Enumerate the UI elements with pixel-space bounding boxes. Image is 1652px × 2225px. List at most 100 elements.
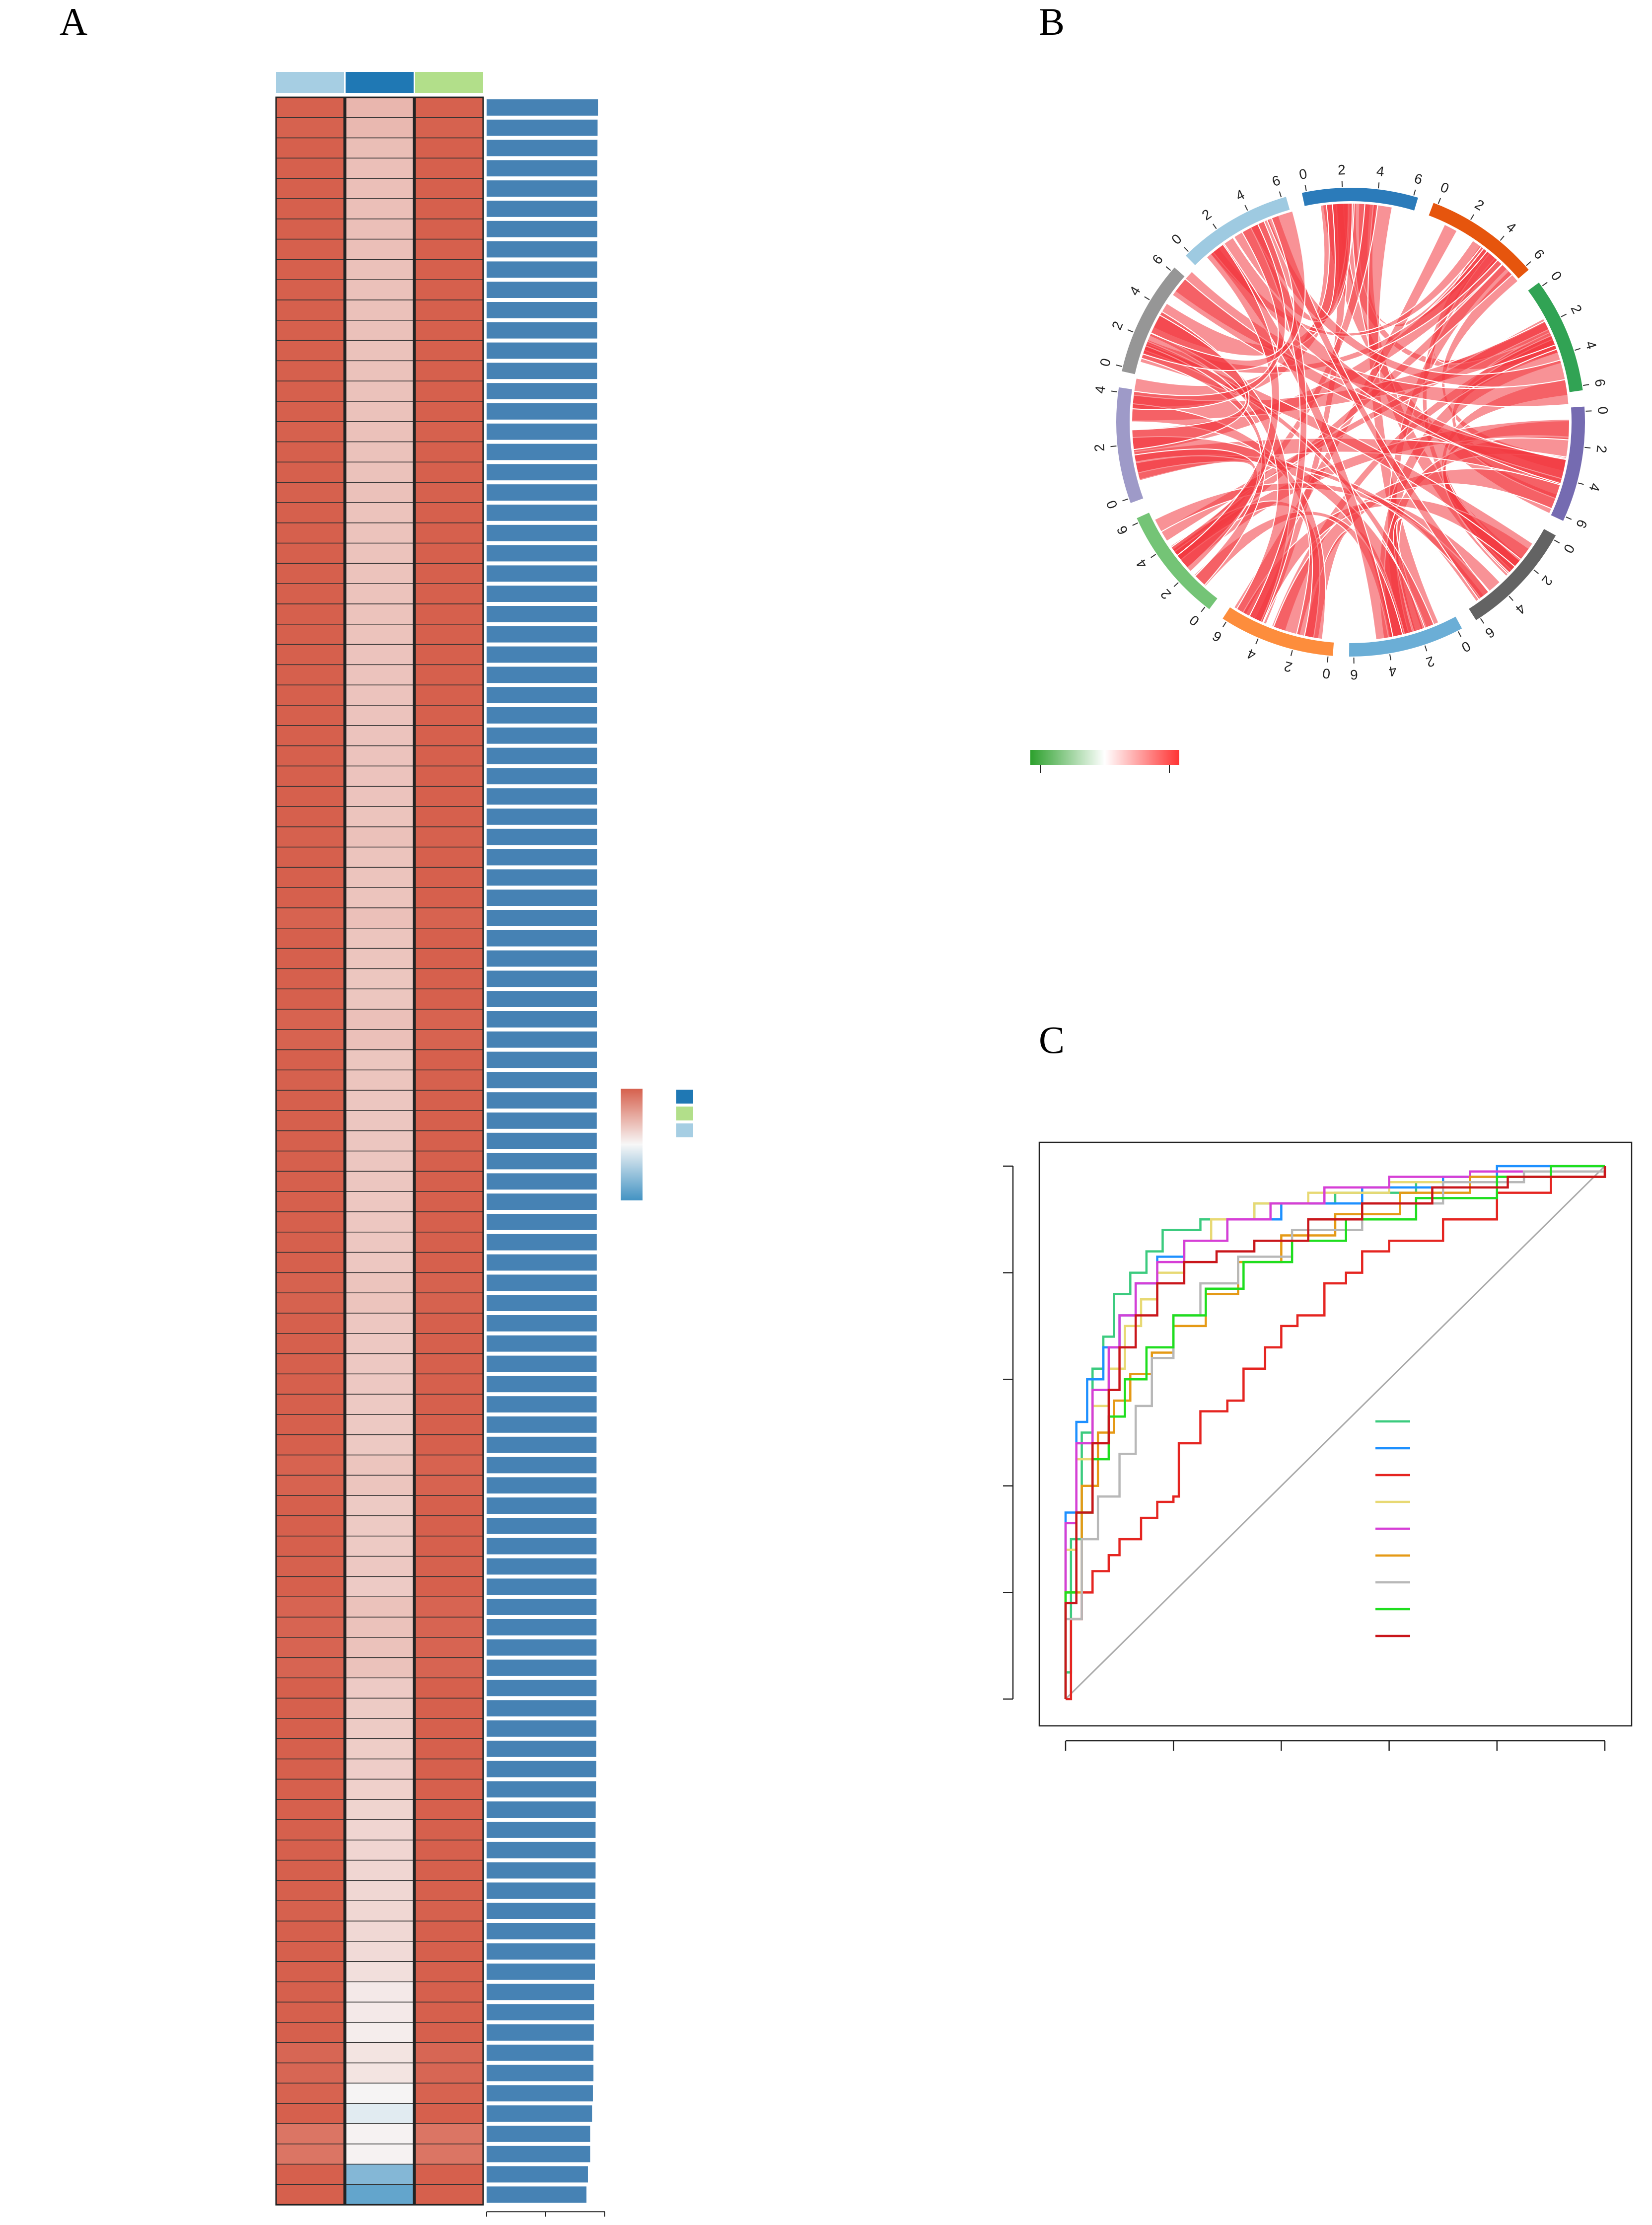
heatmap-cell	[415, 219, 484, 240]
cohort-legend-swatch	[676, 1107, 693, 1120]
mean-auc-bar	[487, 1538, 597, 1555]
heatmap-cell	[345, 2042, 414, 2064]
heatmap-cell	[276, 1941, 345, 1962]
heatmap-cell	[345, 1150, 414, 1172]
heatmap-cell	[415, 1900, 484, 1922]
heatmap-cell	[345, 117, 414, 139]
heatmap-cell	[345, 1738, 414, 1760]
heatmap-cell	[345, 279, 414, 300]
heatmap-cell	[276, 360, 345, 381]
heatmap-cell	[345, 421, 414, 443]
chord-axis-tick-label: 4	[1133, 556, 1150, 571]
mean-auc-bar	[487, 2146, 590, 2162]
heatmap-cell	[276, 2082, 345, 2104]
heatmap-cell	[345, 320, 414, 341]
chord-axis-tick	[1165, 266, 1171, 271]
mean-auc-bar	[487, 1882, 596, 1899]
heatmap-cell	[345, 1921, 414, 1942]
chord-axis-tick	[1327, 656, 1329, 663]
mean-auc-bar	[487, 444, 597, 460]
heatmap-cell	[415, 2103, 484, 2124]
heatmap-cell	[415, 968, 484, 989]
heatmap-cell	[415, 1150, 484, 1172]
heatmap-panel	[275, 72, 693, 2217]
heatmap-cell	[415, 1292, 484, 1314]
heatmap-cell	[345, 705, 414, 726]
heatmap-cell	[345, 1333, 414, 1354]
heatmap-cell	[415, 1921, 484, 1942]
heatmap-cell	[345, 259, 414, 280]
mean-auc-bar	[487, 524, 597, 541]
heatmap-cell	[415, 1941, 484, 1962]
chord-sector-col1a2	[1551, 406, 1585, 521]
heatmap-cell	[415, 320, 484, 341]
heatmap-cell	[415, 97, 484, 118]
chord-axis-tick	[1184, 247, 1189, 252]
heatmap-cell	[276, 705, 345, 726]
heatmap-cell	[276, 2103, 345, 2124]
diagonal-reference	[1065, 1165, 1606, 1700]
heatmap-cell	[415, 178, 484, 199]
mean-auc-bar	[487, 1396, 597, 1412]
chord-axis-tick	[1255, 638, 1259, 645]
mean-auc-bar	[487, 1862, 596, 1879]
heatmap-cell	[415, 907, 484, 929]
heatmap-cell	[415, 482, 484, 503]
chord-axis-tick-label: 0	[1595, 406, 1611, 415]
heatmap-cell	[415, 198, 484, 220]
chord-axis-tick	[1413, 189, 1416, 196]
heatmap-cell	[276, 664, 345, 685]
heatmap-cell	[276, 745, 345, 767]
mean-auc-bar	[487, 1680, 597, 1697]
heatmap-cell	[345, 178, 414, 199]
heatmap-cell	[415, 705, 484, 726]
mean-auc-bar	[487, 2065, 594, 2081]
heatmap-cell	[345, 846, 414, 868]
heatmap-cell	[276, 1799, 345, 1820]
mean-auc-bar	[487, 1659, 597, 1676]
mean-auc-bar	[487, 687, 597, 703]
heatmap-cell	[345, 137, 414, 159]
mean-auc-bar	[487, 1822, 596, 1838]
chord-axis-tick-label: 6	[1350, 667, 1358, 682]
mean-auc-bar	[487, 1214, 597, 1230]
heatmap-cell	[276, 1536, 345, 1557]
heatmap-cell	[415, 887, 484, 908]
heatmap-cell	[345, 1272, 414, 1293]
heatmap-cell	[345, 1637, 414, 1658]
chord-axis-tick-label: 0	[1097, 357, 1114, 368]
mean-auc-bar	[487, 1700, 597, 1716]
heatmap-cell	[415, 1637, 484, 1658]
heatmap-cell	[276, 968, 345, 989]
heatmap-cell	[276, 380, 345, 402]
heatmap-cell	[276, 1150, 345, 1172]
chord-axis-tick	[1583, 384, 1589, 386]
heatmap-cell	[345, 1211, 414, 1233]
heatmap-cell	[415, 1677, 484, 1699]
chord-axis-tick	[1389, 654, 1391, 661]
chord-axis-tick-label: 2	[1424, 653, 1437, 670]
heatmap-cell	[415, 786, 484, 807]
heatmap-cell	[345, 1576, 414, 1597]
chord-axis-tick	[1554, 539, 1560, 544]
heatmap-cell	[276, 786, 345, 807]
heatmap-cell	[276, 684, 345, 706]
chord-axis-tick-label: 4	[1582, 339, 1599, 351]
mean-auc-bar	[487, 1761, 596, 1778]
heatmap-cell	[415, 1333, 484, 1354]
heatmap-cell	[276, 1130, 345, 1152]
mean-auc-bar	[487, 1720, 597, 1737]
chord-sector-thbs2	[1185, 197, 1290, 265]
chord-panel: 0 2 4 6024602460246024602460246024602402460…	[1030, 162, 1611, 773]
mean-auc-bar	[487, 1234, 597, 1251]
heatmap-cell	[276, 1090, 345, 1111]
chord-axis-tick-label: 4	[1375, 163, 1385, 180]
heatmap-cell	[415, 1171, 484, 1192]
heatmap-cell	[415, 2002, 484, 2023]
heatmap-cell	[345, 2062, 414, 2084]
heatmap-cell	[345, 664, 414, 685]
heatmap-cell	[276, 1637, 345, 1658]
heatmap-cell	[276, 238, 345, 260]
chord-axis-tick	[1542, 282, 1548, 287]
mean-auc-bar	[487, 1315, 597, 1332]
